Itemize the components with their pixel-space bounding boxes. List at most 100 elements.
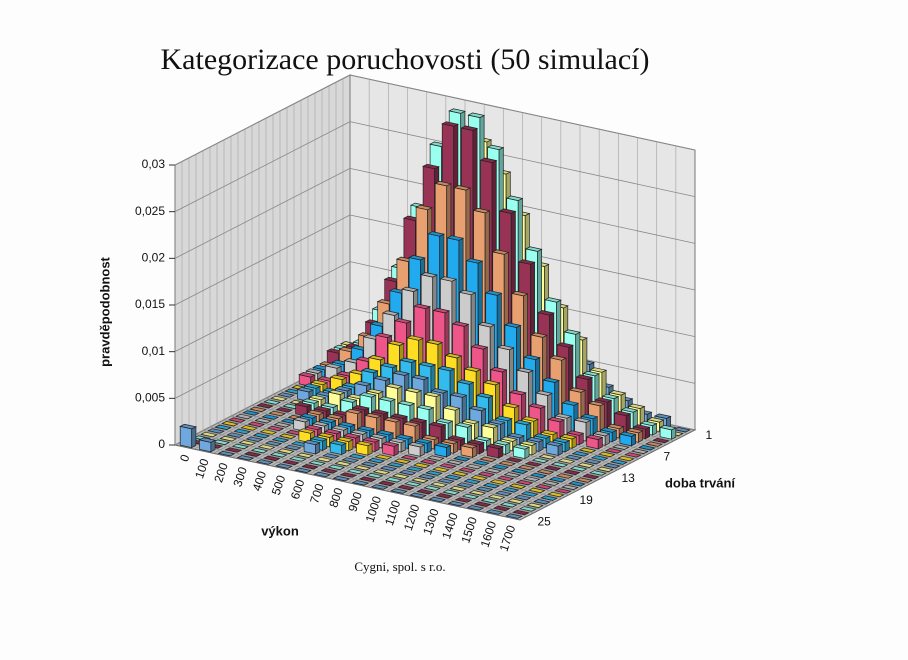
bar-top — [547, 491, 565, 498]
bar-top — [625, 427, 644, 434]
bar-top — [398, 469, 417, 476]
bar-top — [491, 464, 510, 470]
bar-top — [374, 332, 393, 339]
bar-top — [485, 509, 504, 515]
bar-top — [334, 460, 353, 467]
bar-top — [358, 476, 377, 482]
bar — [473, 501, 492, 507]
bar-top — [392, 370, 410, 376]
bar — [484, 467, 503, 474]
bar — [568, 481, 586, 487]
bar-top — [458, 289, 477, 296]
bar-top — [526, 502, 544, 508]
bar-top — [620, 407, 639, 413]
bar-top — [240, 425, 259, 431]
bar-top — [426, 455, 445, 461]
bar-top — [400, 454, 419, 461]
floor-divider — [209, 426, 556, 503]
bar-top — [456, 482, 475, 488]
bar — [550, 461, 569, 468]
z-tick-label: 1 — [706, 428, 713, 442]
bar — [370, 484, 389, 490]
bar-top — [212, 439, 231, 445]
bar — [249, 406, 267, 412]
bar — [313, 471, 332, 478]
bar-top — [266, 425, 285, 432]
bar — [266, 425, 285, 432]
bar-top — [385, 383, 403, 389]
bar-top — [467, 439, 485, 445]
bar-top — [461, 418, 480, 425]
bar-top — [537, 310, 555, 316]
bar-top — [247, 421, 266, 427]
bar — [271, 437, 290, 443]
bar — [390, 488, 408, 494]
bar — [465, 463, 483, 470]
bar-top — [646, 417, 665, 423]
bar-top — [569, 466, 588, 472]
bar-top — [601, 393, 620, 400]
floor-divider — [216, 423, 563, 499]
bar-top — [425, 470, 443, 476]
x-tick-label: 600 — [288, 477, 308, 501]
bar-top — [299, 413, 318, 419]
bar — [454, 497, 473, 503]
bar-top — [243, 451, 262, 457]
bar-top — [275, 407, 294, 413]
bar — [604, 448, 623, 454]
floor-divider — [181, 441, 528, 517]
bar — [221, 421, 239, 427]
bar-top — [367, 457, 386, 464]
bar — [397, 484, 415, 491]
bar — [289, 456, 307, 462]
x-tick-label: 0 — [177, 452, 192, 463]
bar — [548, 476, 567, 483]
bar-top — [379, 465, 398, 472]
bar — [597, 451, 616, 458]
bar-top — [412, 462, 431, 469]
bar — [200, 431, 218, 438]
footer: Cygni, spol. s r.o. — [354, 559, 445, 574]
y-tick-label: 0,01 — [142, 344, 166, 358]
bar — [247, 421, 266, 427]
bar — [374, 454, 393, 460]
bar — [554, 488, 572, 494]
bar — [257, 444, 276, 450]
bar-top — [533, 499, 551, 505]
bar-top — [301, 398, 320, 404]
bar-top — [517, 464, 536, 471]
bar-top — [520, 491, 539, 497]
x-tick-label: 700 — [307, 482, 327, 506]
bar-top — [498, 208, 517, 214]
bar-top — [470, 475, 489, 481]
bar — [545, 441, 564, 457]
bar-top — [631, 448, 649, 454]
bar-top — [317, 432, 335, 438]
bar — [351, 480, 370, 486]
bar — [520, 491, 539, 497]
bar-top — [422, 163, 440, 170]
bar — [377, 480, 396, 487]
bar-top — [259, 429, 278, 435]
bar-top — [659, 424, 677, 431]
bar-top — [534, 484, 553, 490]
bar — [645, 441, 663, 447]
bar-top — [313, 471, 332, 478]
grid-line — [349, 74, 696, 151]
floor-divider — [188, 437, 535, 514]
bar-top — [364, 412, 382, 419]
bar-top — [301, 464, 319, 470]
bar — [240, 425, 259, 431]
bar-top — [235, 413, 253, 420]
bar-top — [437, 365, 456, 372]
bar-top — [430, 388, 449, 394]
bar — [536, 469, 555, 475]
bar-top — [447, 500, 466, 507]
bar — [217, 450, 236, 457]
bar-top — [448, 108, 466, 114]
bar-top — [249, 406, 267, 412]
bar-top — [447, 435, 466, 441]
bar-top — [325, 413, 344, 420]
bar — [538, 454, 557, 460]
